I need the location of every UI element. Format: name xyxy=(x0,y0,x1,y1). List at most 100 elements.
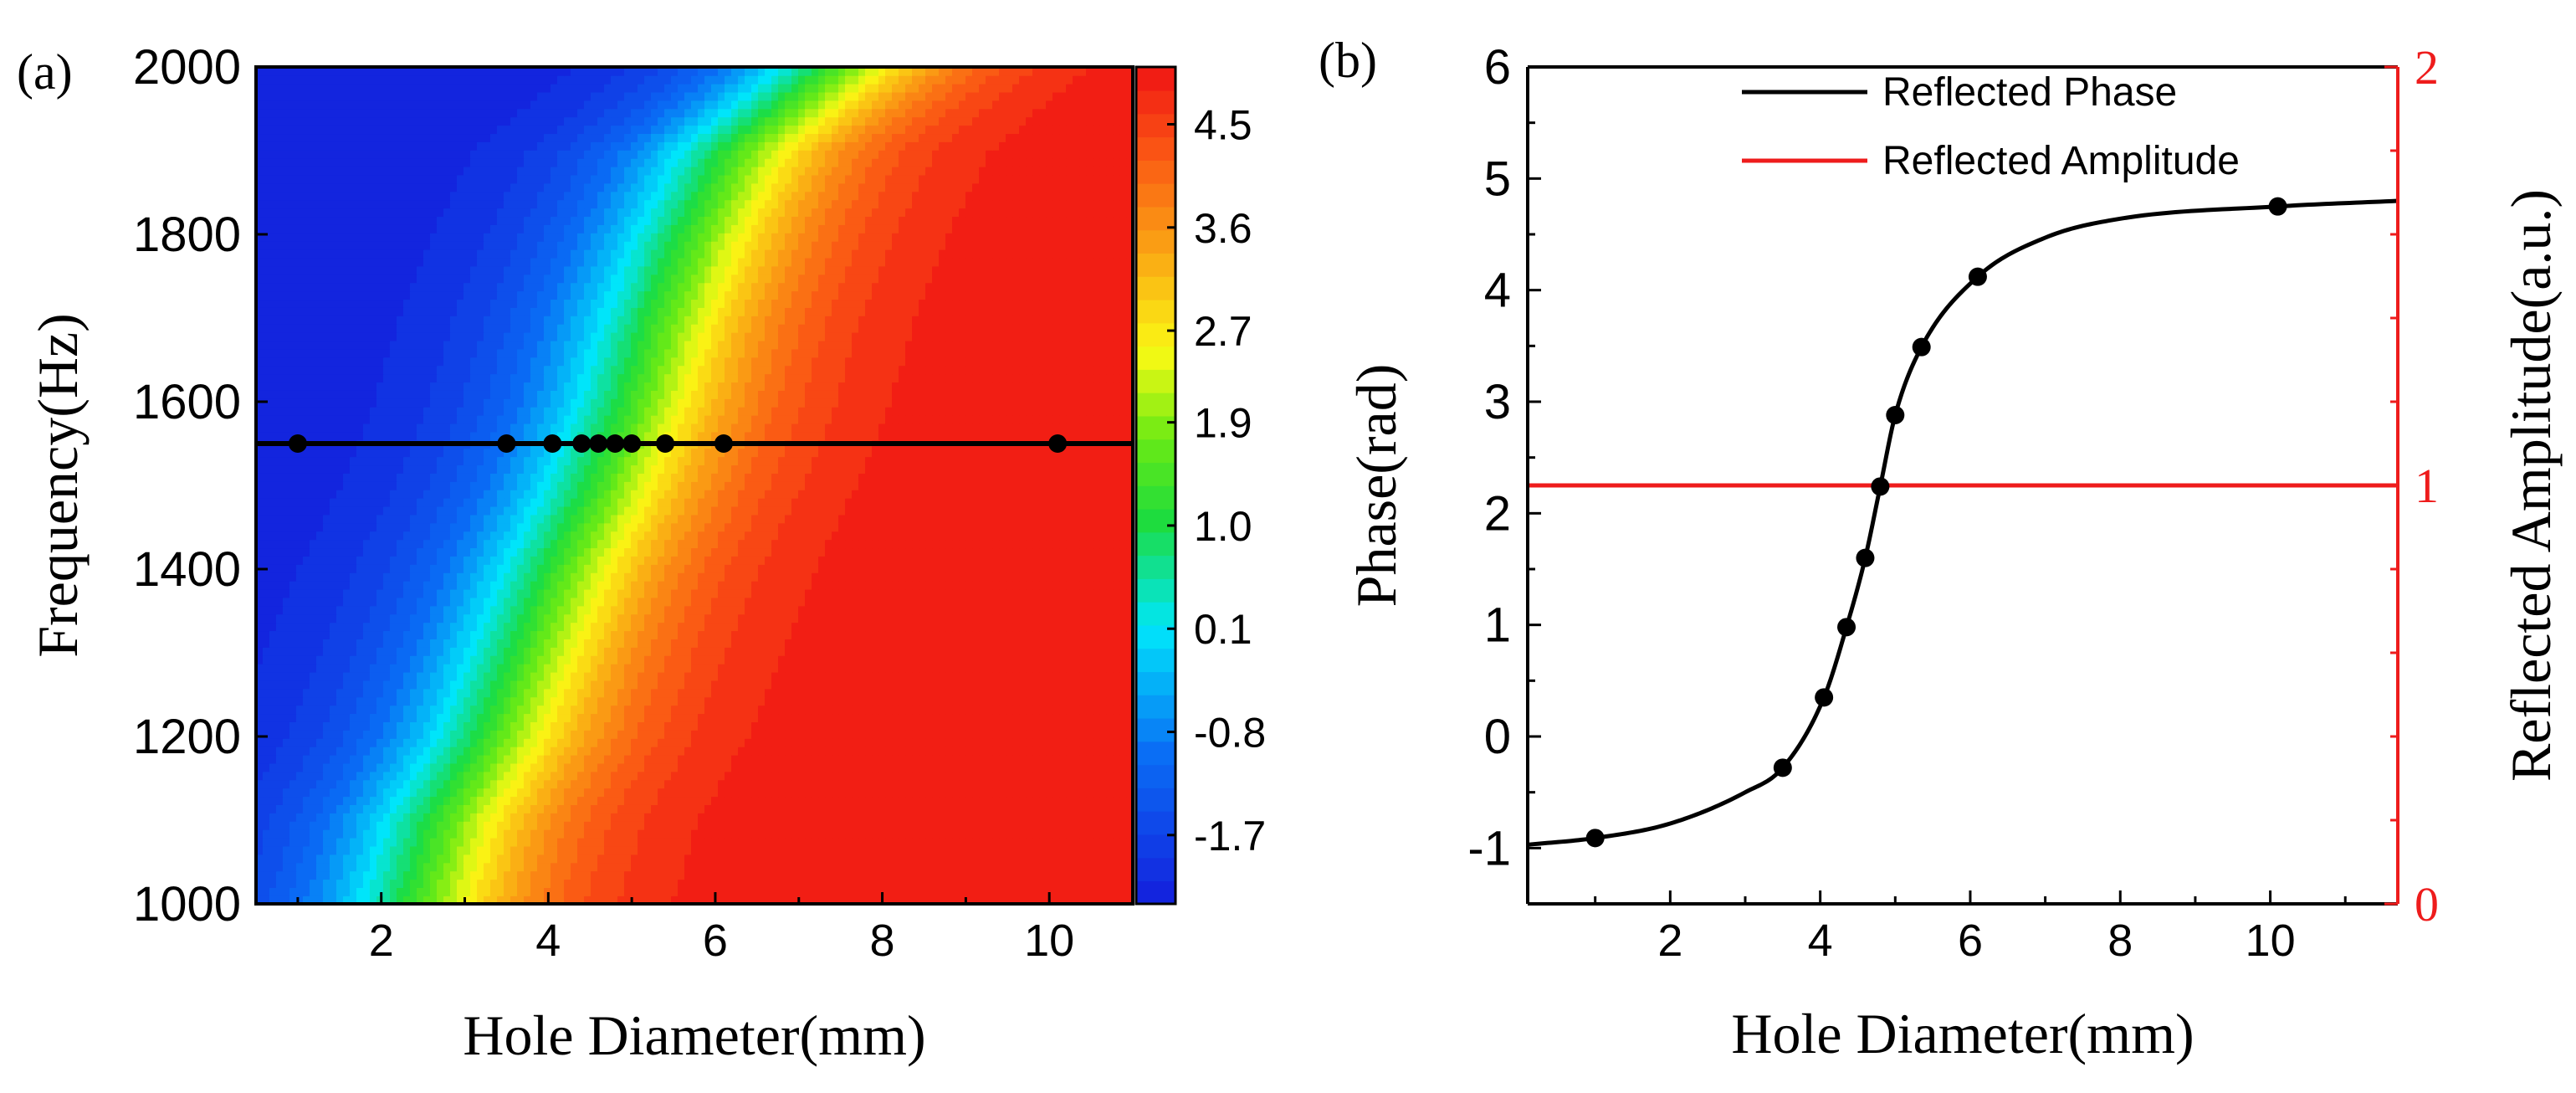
heatmap-cell xyxy=(276,837,284,847)
heatmap-cell xyxy=(624,771,632,781)
heatmap-cell xyxy=(1126,779,1133,789)
heatmap-cell xyxy=(698,721,705,731)
heatmap-cell xyxy=(651,730,658,739)
heatmap-cell xyxy=(798,854,806,864)
heatmap-cell xyxy=(356,597,364,607)
heatmap-cell xyxy=(745,895,752,904)
heatmap-cell xyxy=(738,730,745,739)
heatmap-cell xyxy=(1046,813,1053,822)
heatmap-cell xyxy=(631,696,638,706)
heatmap-cell xyxy=(283,597,290,607)
heatmap-cell xyxy=(624,820,632,830)
heatmap-cell xyxy=(343,829,351,839)
heatmap-cell xyxy=(463,870,471,880)
heatmap-cell xyxy=(604,737,612,747)
heatmap-cell xyxy=(832,746,839,756)
heatmap-cell xyxy=(1046,705,1053,715)
heatmap-cell xyxy=(256,796,264,805)
heatmap-cell xyxy=(899,605,906,615)
heatmap-cell xyxy=(397,663,404,673)
heatmap-cell xyxy=(798,713,806,722)
heatmap-cell xyxy=(403,705,411,715)
heatmap-cell xyxy=(999,671,1006,681)
heatmap-cell xyxy=(1066,879,1073,888)
heatmap-cell xyxy=(1012,622,1020,632)
heatmap-cell xyxy=(557,713,565,722)
heatmap-cell xyxy=(899,654,906,665)
heatmap-cell xyxy=(1032,730,1040,739)
heatmap-cell xyxy=(1026,862,1033,872)
heatmap-cell xyxy=(356,654,364,665)
heatmap-cell xyxy=(423,788,431,798)
heatmap-cell xyxy=(812,721,819,731)
heatmap-cell xyxy=(1073,746,1080,756)
heatmap-cell xyxy=(624,762,632,772)
heatmap-cell xyxy=(698,630,705,639)
heatmap-cell xyxy=(363,671,371,681)
heatmap-cell xyxy=(671,813,679,822)
heatmap-cell xyxy=(751,762,759,772)
heatmap-cell xyxy=(825,639,832,648)
heatmap-cell xyxy=(785,887,792,896)
heatmap-cell xyxy=(999,622,1006,632)
heatmap-cell xyxy=(791,647,799,656)
heatmap-cell xyxy=(1026,713,1033,722)
heatmap-cell xyxy=(658,895,665,904)
heatmap-cell xyxy=(919,680,926,690)
heatmap-cell xyxy=(671,845,679,855)
heatmap-cell xyxy=(537,737,545,747)
heatmap-cell xyxy=(919,762,926,772)
heatmap-cell xyxy=(591,829,598,839)
heatmap-cell xyxy=(530,845,538,855)
heatmap-cell xyxy=(363,829,371,839)
heatmap-cell xyxy=(765,779,772,789)
heatmap-cell xyxy=(845,762,853,772)
heatmap-cell xyxy=(979,605,986,615)
heatmap-cell xyxy=(1079,647,1087,656)
heatmap-cell xyxy=(463,622,471,632)
heatmap-cell xyxy=(530,862,538,872)
heatmap-cell xyxy=(899,845,906,855)
heatmap-cell xyxy=(738,680,745,690)
heatmap-cell xyxy=(537,754,545,764)
heatmap-cell xyxy=(450,820,458,830)
heatmap-cell xyxy=(1099,605,1107,615)
heatmap-cell xyxy=(330,639,337,648)
heatmap-cell xyxy=(1086,845,1093,855)
heatmap-cell xyxy=(1039,647,1047,656)
heatmap-cell xyxy=(269,580,277,590)
heatmap-cell xyxy=(350,721,357,731)
heatmap-cell xyxy=(644,854,652,864)
heatmap-cell xyxy=(457,613,464,623)
heatmap-cell xyxy=(591,696,598,706)
heatmap-cell xyxy=(423,837,431,847)
heatmap-cell xyxy=(564,887,571,896)
heatmap-cell xyxy=(484,862,491,872)
heatmap-cell xyxy=(939,588,946,598)
heatmap-cell xyxy=(1032,845,1040,855)
heatmap-cell xyxy=(410,746,417,756)
heatmap-cell xyxy=(899,837,906,847)
heatmap-cell xyxy=(899,630,906,639)
heatmap-cell xyxy=(631,737,638,747)
heatmap-cell xyxy=(450,845,458,855)
heatmap-cell xyxy=(584,771,592,781)
heatmap-cell xyxy=(263,820,270,830)
heatmap-cell xyxy=(397,746,404,756)
heatmap-cell xyxy=(403,771,411,781)
heatmap-cell xyxy=(336,829,344,839)
heatmap-cell xyxy=(738,862,745,872)
heatmap-cell xyxy=(711,671,719,681)
heatmap-cell xyxy=(999,639,1006,648)
heatmap-cell xyxy=(497,845,504,855)
heatmap-cell xyxy=(443,813,451,822)
heatmap-cell xyxy=(363,730,371,739)
heatmap-cell xyxy=(684,829,692,839)
heatmap-cell xyxy=(376,829,384,839)
heatmap-cell xyxy=(671,680,679,690)
heatmap-cell xyxy=(892,862,899,872)
heatmap-cell xyxy=(390,613,397,623)
heatmap-cell xyxy=(658,588,665,598)
heatmap-cell xyxy=(745,588,752,598)
heatmap-cell xyxy=(403,671,411,681)
